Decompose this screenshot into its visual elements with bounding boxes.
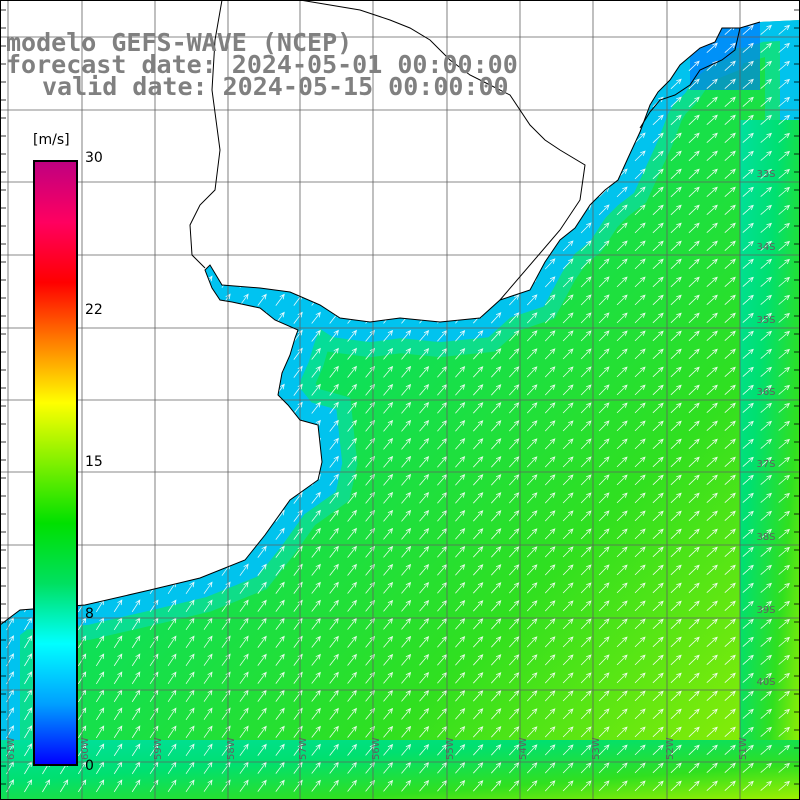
lon-label: 57W (298, 737, 309, 760)
lon-label: 60W (80, 737, 91, 760)
colorbar-unit: [m/s] (30, 132, 73, 148)
country-border (189, 0, 741, 301)
colorbar-gradient (33, 160, 78, 766)
colorbar-tick-15: 15 (85, 454, 103, 470)
lon-label: 55W (445, 737, 456, 760)
lon-label: 51W (738, 737, 749, 760)
lon-label: 52W (665, 737, 676, 760)
colorbar-tick-30: 30 (85, 150, 103, 166)
lon-label: 58W (226, 737, 237, 760)
title-model: modelo GEFS-WAVE (NCEP) (6, 28, 353, 57)
colorbar-tick-22: 22 (85, 302, 103, 318)
colorbar-legend: [m/s] 30 22 15 8 0 (30, 128, 110, 778)
lat-label: 33S (756, 169, 775, 180)
colorbar-tick-8: 8 (85, 606, 94, 622)
colorbar-tick-0: 0 (85, 758, 94, 774)
title-forecast-date: forecast date: 2024-05-01 00:00:00 (6, 50, 518, 79)
lat-label: 37S (756, 459, 775, 470)
lat-label: 36S (756, 387, 775, 398)
lat-label: 39S (756, 605, 775, 616)
lon-label: 61W (6, 737, 17, 760)
lat-label: 35S (756, 315, 775, 326)
latitude-labels: 33S 34S 35S 36S 37S 38S 39S 40S (756, 169, 775, 688)
lon-label: 54W (518, 737, 529, 760)
title-valid-date: valid date: 2024-05-15 00:00:00 (42, 72, 509, 101)
lon-label: 59W (153, 737, 164, 760)
lat-label: 34S (756, 242, 775, 253)
longitude-labels: 61W 60W 59W 58W 57W 56W 55W 54W 53W 52W 51W (6, 737, 749, 760)
lon-label: 56W (371, 737, 382, 760)
lon-label: 53W (591, 737, 602, 760)
lat-label: 38S (756, 532, 775, 543)
lat-label: 40S (756, 677, 775, 688)
